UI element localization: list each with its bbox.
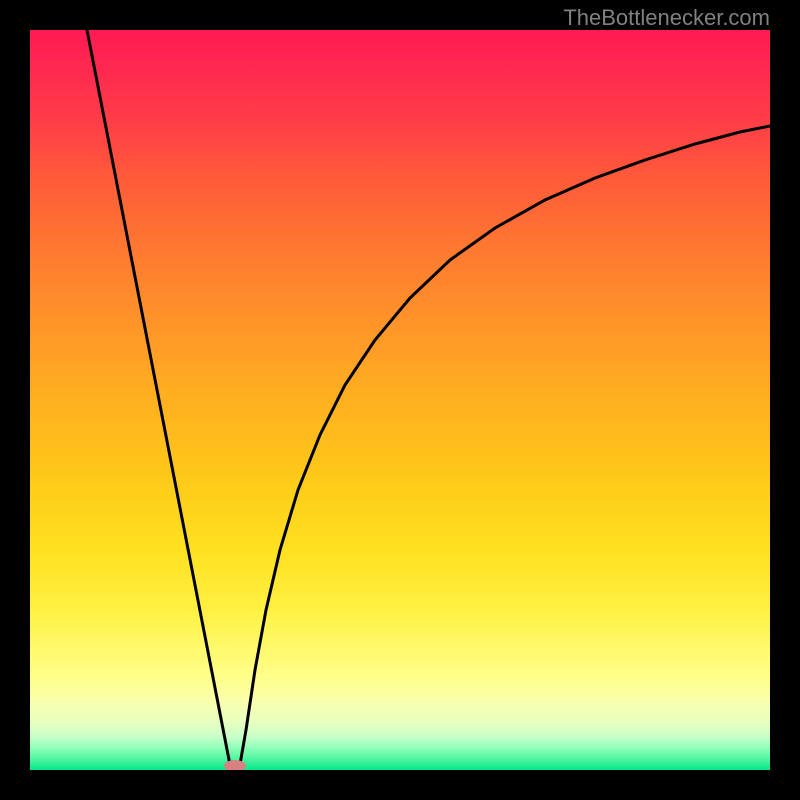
plot-area — [30, 30, 770, 770]
minimum-marker — [224, 760, 246, 770]
chart-container: TheBottlenecker.com — [0, 0, 800, 800]
curve-right-segment — [239, 126, 770, 770]
watermark-text: TheBottlenecker.com — [563, 5, 770, 31]
curve-left-segment — [87, 30, 231, 770]
bottleneck-curve — [30, 30, 770, 770]
